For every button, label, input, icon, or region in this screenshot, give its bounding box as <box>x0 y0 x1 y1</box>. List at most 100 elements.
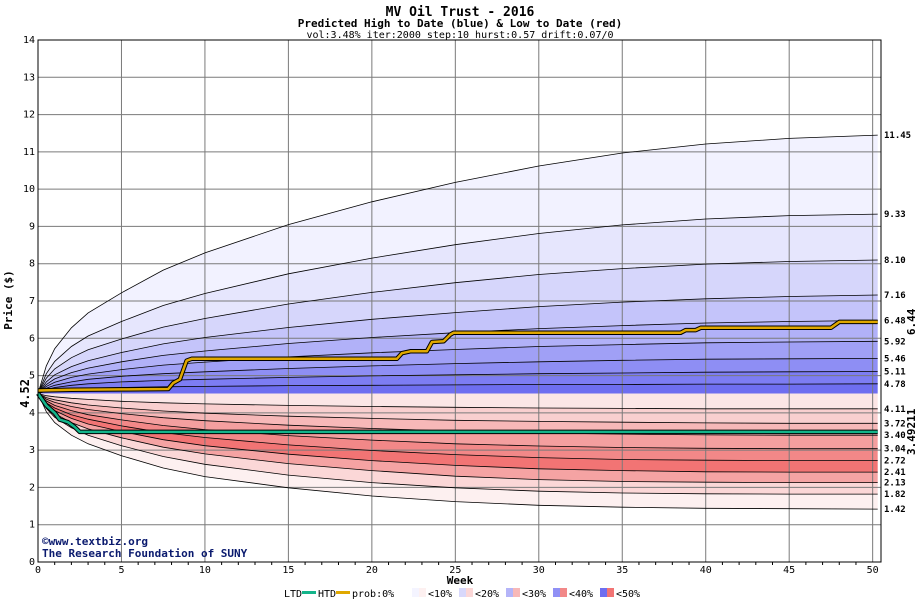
low-band-fill <box>38 393 878 409</box>
htd-path-line <box>37 320 878 392</box>
low-band-line <box>37 393 878 462</box>
band-value-label: 4.78 <box>884 380 906 390</box>
x-tick-label: 15 <box>282 565 294 576</box>
x-tick-label: 35 <box>616 565 628 576</box>
band-value-label: 5.92 <box>884 337 906 347</box>
x-tick-label: 10 <box>199 565 211 576</box>
legend-swatch-low <box>419 588 426 597</box>
high-band-line <box>37 320 878 394</box>
x-tick-label: 25 <box>449 565 461 576</box>
y-tick-label: 12 <box>23 110 35 121</box>
chart-subtitle: Predicted High to Date (blue) & Low to D… <box>298 17 623 30</box>
low-band-fill <box>38 393 878 510</box>
credit-url: ©www.textbiz.org <box>42 535 148 548</box>
band-value-label: 3.40 <box>884 431 906 441</box>
legend-item-label: <20% <box>475 589 499 600</box>
legend-htd-swatch <box>336 591 350 594</box>
band-value-label: 5.46 <box>884 354 906 364</box>
low-band-line <box>37 393 878 510</box>
y-tick-label: 7 <box>29 296 35 307</box>
y-tick-label: 6 <box>29 333 35 344</box>
legend-swatch-low <box>466 588 473 597</box>
band-value-labels: 4.78 5.11 5.46 5.92 6.48 7.16 8.10 9.33 11.45 4.1… <box>884 131 911 515</box>
x-tick-label: 30 <box>533 565 545 576</box>
legend-swatch-high <box>506 588 513 597</box>
y-tick-label: 10 <box>23 184 35 195</box>
y-tick-label: 13 <box>23 72 35 83</box>
y-tick-label: 0 <box>29 557 35 568</box>
band-value-label: 1.82 <box>884 490 906 500</box>
band-value-label: 2.72 <box>884 457 906 467</box>
legend-swatch-high <box>600 588 607 597</box>
y-tick-label: 4 <box>29 408 35 419</box>
band-value-label: 2.41 <box>884 468 906 478</box>
high-band-fill <box>38 135 878 394</box>
legend-prob-label: prob:0% <box>352 589 394 600</box>
y-tick-label: 14 <box>23 35 35 46</box>
x-tick-label: 50 <box>867 565 879 576</box>
low-band-line <box>37 393 878 436</box>
band-value-label: 2.13 <box>884 479 906 489</box>
band-value-label: 1.42 <box>884 505 906 515</box>
band-value-label: 11.45 <box>884 131 911 141</box>
low-band-line <box>37 393 878 424</box>
legend-item-label: <40% <box>569 589 593 600</box>
ltd-path-line <box>36 392 878 434</box>
ltd-value-label: 3.49211 <box>905 408 918 455</box>
high-band-fill <box>38 358 878 394</box>
y-tick-label: 5 <box>29 371 35 382</box>
band-value-label: 5.11 <box>884 367 906 377</box>
low-band-fill <box>38 393 878 495</box>
x-axis-label: Week <box>447 574 474 587</box>
high-band-line <box>37 259 878 394</box>
price-paths <box>36 319 878 435</box>
legend-swatch-low <box>560 588 567 597</box>
x-tick-label: 20 <box>366 565 378 576</box>
y-tick-label: 1 <box>29 520 35 531</box>
high-band-line <box>37 371 878 394</box>
credit-org: The Research Foundation of SUNY <box>42 547 248 560</box>
legend-ltd-swatch <box>302 591 316 594</box>
legend-prob-0-swatch <box>399 588 412 597</box>
high-band-fill <box>38 214 878 394</box>
x-tick-label: 5 <box>118 565 124 576</box>
high-band-fill <box>38 341 878 394</box>
high-band-fill <box>38 260 878 394</box>
y-tick-label: 3 <box>29 445 35 456</box>
legend-ltd-label: LTD <box>284 589 302 600</box>
plot-area <box>36 39 882 565</box>
low-band-fill <box>38 393 878 461</box>
low-band-line <box>37 393 878 410</box>
legend-item-label: <30% <box>522 589 546 600</box>
legend-swatch-high <box>412 588 419 597</box>
htd-value-label: 6.44 <box>905 308 918 335</box>
band-lines <box>37 134 878 510</box>
band-value-label: 3.72 <box>884 419 906 429</box>
band-value-label: 6.48 <box>884 316 906 326</box>
y-tick-label: 11 <box>23 147 35 158</box>
band-value-label: 9.33 <box>884 210 906 220</box>
band-value-label: 7.16 <box>884 291 906 301</box>
legend-htd-label: HTD <box>318 589 336 600</box>
chart-params: vol:3.48% iter:2000 step:10 hurst:0.57 d… <box>306 30 613 41</box>
band-value-label: 8.10 <box>884 256 906 266</box>
low-band-fill <box>38 393 878 424</box>
x-axis-ticks: 0 5 10 15 20 25 30 35 40 45 50 <box>35 565 879 576</box>
y-tick-label: 2 <box>29 482 35 493</box>
y-axis-label: Price ($) <box>2 270 15 330</box>
low-band-fill <box>38 393 878 483</box>
x-tick-label: 40 <box>700 565 712 576</box>
x-tick-label: 45 <box>783 565 795 576</box>
high-band-line <box>37 134 878 394</box>
y-tick-label: 8 <box>29 259 35 270</box>
high-band-line <box>37 294 878 394</box>
low-band-line <box>37 393 878 484</box>
band-value-label: 3.04 <box>884 445 906 455</box>
legend-swatch-low <box>607 588 614 597</box>
legend-swatch-high <box>553 588 560 597</box>
start-price-label: 4.52 <box>18 379 32 408</box>
legend-swatch-low <box>513 588 520 597</box>
chart-title: MV Oil Trust - 2016 <box>386 5 535 20</box>
